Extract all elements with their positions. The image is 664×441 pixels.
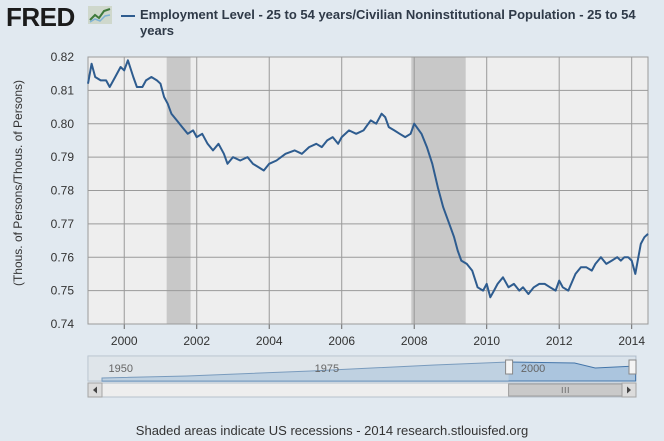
y-tick-label: 0.76 xyxy=(51,250,75,264)
legend-series-swatch xyxy=(121,15,135,17)
y-tick-label: 0.75 xyxy=(51,284,75,298)
navigator-handle[interactable] xyxy=(628,359,637,375)
x-tick-label: 2006 xyxy=(328,334,355,348)
navigator-year-label: 1975 xyxy=(315,363,339,375)
x-tick-label: 2014 xyxy=(618,334,645,348)
navigator-handle[interactable] xyxy=(505,359,514,375)
x-tick-label: 2000 xyxy=(111,334,138,348)
x-tick-label: 2010 xyxy=(473,334,500,348)
y-tick-label: 0.82 xyxy=(51,50,75,64)
legend-series-label: Employment Level - 25 to 54 years/Civili… xyxy=(140,7,636,38)
series-line xyxy=(87,59,649,299)
navigator-year-label: 1950 xyxy=(108,363,132,375)
navigator-mask xyxy=(88,356,509,381)
y-tick-label: 0.80 xyxy=(51,117,75,131)
chevron-right-icon xyxy=(627,386,631,394)
x-tick-label: 2002 xyxy=(183,334,210,348)
navigator-year-label: 2000 xyxy=(521,363,545,375)
y-tick-label: 0.81 xyxy=(51,83,75,97)
y-tick-label: 0.79 xyxy=(51,150,75,164)
line-chart-icon xyxy=(88,6,112,24)
plot-border xyxy=(87,56,649,325)
y-tick-label: 0.74 xyxy=(51,317,75,331)
x-tick-label: 2004 xyxy=(256,334,283,348)
chevron-left-icon xyxy=(93,386,97,394)
navigator-selected-range xyxy=(508,356,636,381)
x-tick-label: 2008 xyxy=(401,334,428,348)
fred-logo: FRED xyxy=(6,2,75,32)
y-tick-label: 0.78 xyxy=(51,184,75,198)
y-tick-label: 0.77 xyxy=(51,217,75,231)
footer-note: Shaded areas indicate US recessions - 20… xyxy=(135,423,529,438)
x-tick-label: 2012 xyxy=(546,334,573,348)
